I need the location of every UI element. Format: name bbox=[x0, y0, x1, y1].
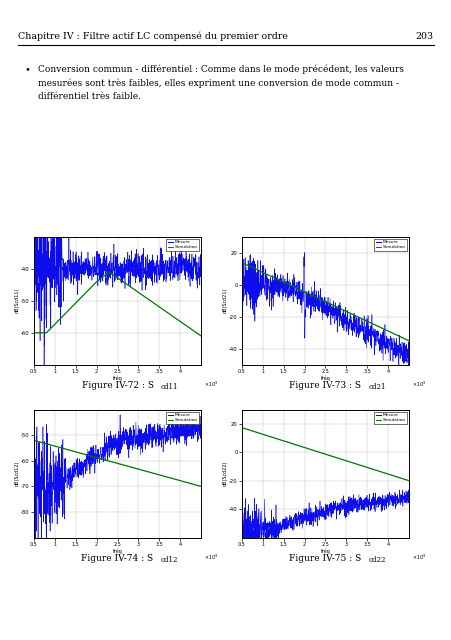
Legend: Mesure, Simulation: Mesure, Simulation bbox=[166, 412, 198, 424]
Legend: Mesure, Simulation: Mesure, Simulation bbox=[166, 239, 198, 251]
X-axis label: fréq: fréq bbox=[112, 548, 122, 554]
Text: 203: 203 bbox=[415, 32, 433, 41]
Text: Figure IV-74 : S: Figure IV-74 : S bbox=[81, 554, 153, 563]
Text: cd11: cd11 bbox=[160, 383, 178, 391]
Text: •: • bbox=[25, 65, 31, 74]
Text: $\times 10^9$: $\times 10^9$ bbox=[204, 553, 218, 563]
X-axis label: fréq: fréq bbox=[320, 375, 330, 381]
X-axis label: fréq: fréq bbox=[320, 548, 330, 554]
Y-axis label: dB(Scd11): dB(Scd11) bbox=[15, 288, 20, 314]
Legend: Mesure, Simulation: Mesure, Simulation bbox=[373, 412, 406, 424]
Text: $\times 10^9$: $\times 10^9$ bbox=[411, 553, 426, 563]
X-axis label: fréq: fréq bbox=[112, 375, 122, 381]
Text: $\times 10^9$: $\times 10^9$ bbox=[204, 380, 218, 390]
Y-axis label: dB(Scd12): dB(Scd12) bbox=[15, 461, 20, 486]
Text: Chapitre IV : Filtre actif LC compensé du premier ordre: Chapitre IV : Filtre actif LC compensé d… bbox=[18, 31, 287, 41]
Text: Figure IV-75 : S: Figure IV-75 : S bbox=[289, 554, 361, 563]
Text: différentiel très faible.: différentiel très faible. bbox=[38, 92, 141, 101]
Y-axis label: dB(Scd22): dB(Scd22) bbox=[222, 461, 227, 486]
Text: Figure IV-72 : S: Figure IV-72 : S bbox=[81, 381, 153, 390]
Text: Figure IV-73 : S: Figure IV-73 : S bbox=[289, 381, 361, 390]
Text: mesurées sont très faibles, elles expriment une conversion de mode commun -: mesurées sont très faibles, elles exprim… bbox=[38, 78, 399, 88]
Text: Conversion commun - différentiel : Comme dans le mode précédent, les valeurs: Conversion commun - différentiel : Comme… bbox=[38, 64, 404, 74]
Text: cd21: cd21 bbox=[368, 383, 385, 391]
Y-axis label: dB(Scd21): dB(Scd21) bbox=[222, 288, 227, 314]
Text: cd22: cd22 bbox=[368, 556, 385, 564]
Text: cd12: cd12 bbox=[160, 556, 178, 564]
Legend: Mesure, Simulation: Mesure, Simulation bbox=[373, 239, 406, 251]
Text: $\times 10^9$: $\times 10^9$ bbox=[411, 380, 426, 390]
